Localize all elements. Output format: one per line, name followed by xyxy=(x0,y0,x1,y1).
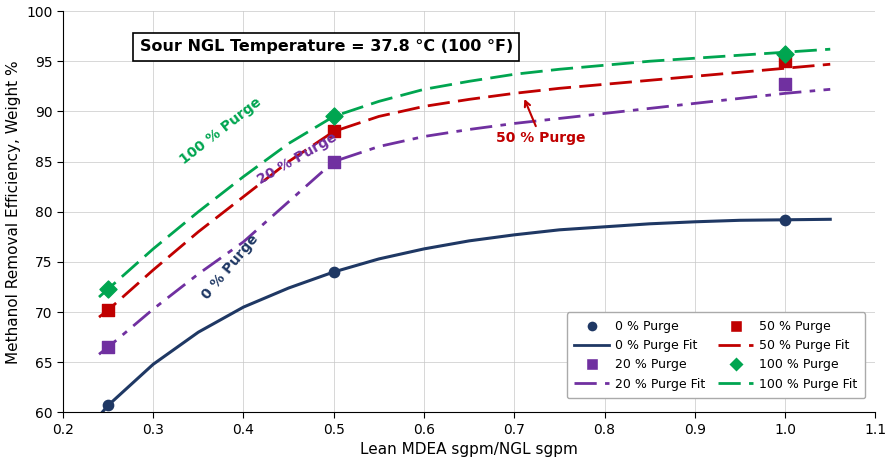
Point xyxy=(101,307,115,314)
Text: Sour NGL Temperature = 37.8 °C (100 °F): Sour NGL Temperature = 37.8 °C (100 °F) xyxy=(140,39,513,54)
Point xyxy=(778,50,792,58)
Point xyxy=(326,158,341,165)
Point xyxy=(326,113,341,120)
Point xyxy=(101,285,115,293)
Point xyxy=(778,57,792,65)
Text: 50 % Purge: 50 % Purge xyxy=(496,101,586,145)
Legend: 0 % Purge, 0 % Purge Fit, 20 % Purge, 20 % Purge Fit, 50 % Purge, 50 % Purge Fit: 0 % Purge, 0 % Purge Fit, 20 % Purge, 20… xyxy=(566,313,865,398)
Point xyxy=(101,344,115,351)
Text: 20 % Purge: 20 % Purge xyxy=(255,130,340,187)
Text: 100 % Purge: 100 % Purge xyxy=(178,94,264,167)
Point xyxy=(326,128,341,135)
Point xyxy=(778,81,792,88)
Point xyxy=(778,216,792,224)
Y-axis label: Methanol Removal Efficiency, Weight %: Methanol Removal Efficiency, Weight % xyxy=(5,60,21,363)
Point xyxy=(101,402,115,409)
X-axis label: Lean MDEA sgpm/NGL sgpm: Lean MDEA sgpm/NGL sgpm xyxy=(360,443,578,457)
Text: 0 % Purge: 0 % Purge xyxy=(199,232,260,302)
Point xyxy=(326,268,341,275)
